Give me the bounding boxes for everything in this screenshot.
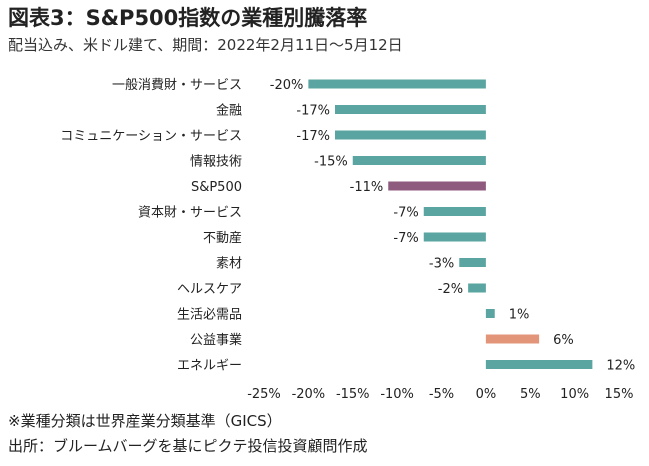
bar — [335, 105, 486, 114]
source-note: 出所：ブルームバーグを基にピクテ投信投資顧問作成 — [8, 437, 368, 455]
value-label: -7% — [393, 231, 418, 246]
value-label: -17% — [296, 129, 330, 144]
category-label: エネルギー — [177, 359, 242, 374]
x-tick-label: -10% — [380, 387, 414, 402]
bars-group — [308, 79, 593, 369]
category-label: 情報技術 — [190, 155, 242, 170]
bar — [352, 156, 486, 165]
value-label: -2% — [438, 282, 463, 297]
bar — [335, 130, 486, 140]
value-label: -15% — [314, 155, 348, 170]
value-label: 6% — [553, 333, 574, 348]
category-label: 生活必需品 — [177, 308, 242, 323]
bar — [388, 181, 486, 191]
value-label: -17% — [296, 104, 330, 119]
category-label: 資本財・サービス — [138, 206, 242, 221]
value-label: -3% — [429, 257, 454, 272]
x-tick-label: -20% — [292, 387, 326, 402]
bar — [423, 207, 486, 216]
x-axis-ticks: -25% -20% -15% -10% -5% 0% 5% 10% 15% — [247, 387, 633, 402]
x-tick-label: -15% — [336, 387, 370, 402]
category-label: 不動産 — [203, 230, 242, 246]
category-label: 素材 — [216, 257, 242, 272]
bar — [468, 283, 486, 293]
category-label: コミュニケーション・サービス — [60, 129, 242, 144]
bar — [423, 232, 486, 242]
value-label: -20% — [270, 78, 304, 93]
category-label: 一般消費財・サービス — [112, 77, 242, 93]
chart-subtitle: 配当込み、米ドル建て、期間：2022年2月11日～5月12日 — [8, 36, 403, 54]
bar — [308, 79, 486, 89]
value-label: -7% — [393, 206, 418, 221]
category-label: ヘルスケア — [177, 282, 242, 297]
bar — [459, 258, 486, 267]
bar — [485, 360, 593, 369]
value-label: 1% — [509, 308, 530, 323]
value-label: -11% — [350, 180, 384, 195]
classification-note: ※業種分類は世界産業分類基準（GICS） — [8, 412, 282, 430]
x-tick-label: 0% — [476, 387, 497, 402]
value-labels: -20% -17% -17% -15%-11% -7% -7% -3% -2% 1% 6% 12% — [270, 78, 636, 374]
bar — [485, 309, 495, 318]
category-label: 公益事業 — [190, 332, 242, 348]
x-tick-label: 15% — [605, 387, 634, 402]
x-tick-label: -25% — [247, 387, 281, 402]
value-label: 12% — [606, 359, 635, 374]
category-label: 金融 — [216, 103, 242, 119]
x-tick-label: 10% — [560, 387, 589, 402]
chart-title: 図表3：S&P500指数の業種別騰落率 — [8, 6, 368, 30]
bar — [485, 334, 540, 344]
x-tick-label: 5% — [520, 387, 541, 402]
x-tick-label: -5% — [429, 387, 454, 402]
category-label: S&P500 — [191, 180, 242, 195]
